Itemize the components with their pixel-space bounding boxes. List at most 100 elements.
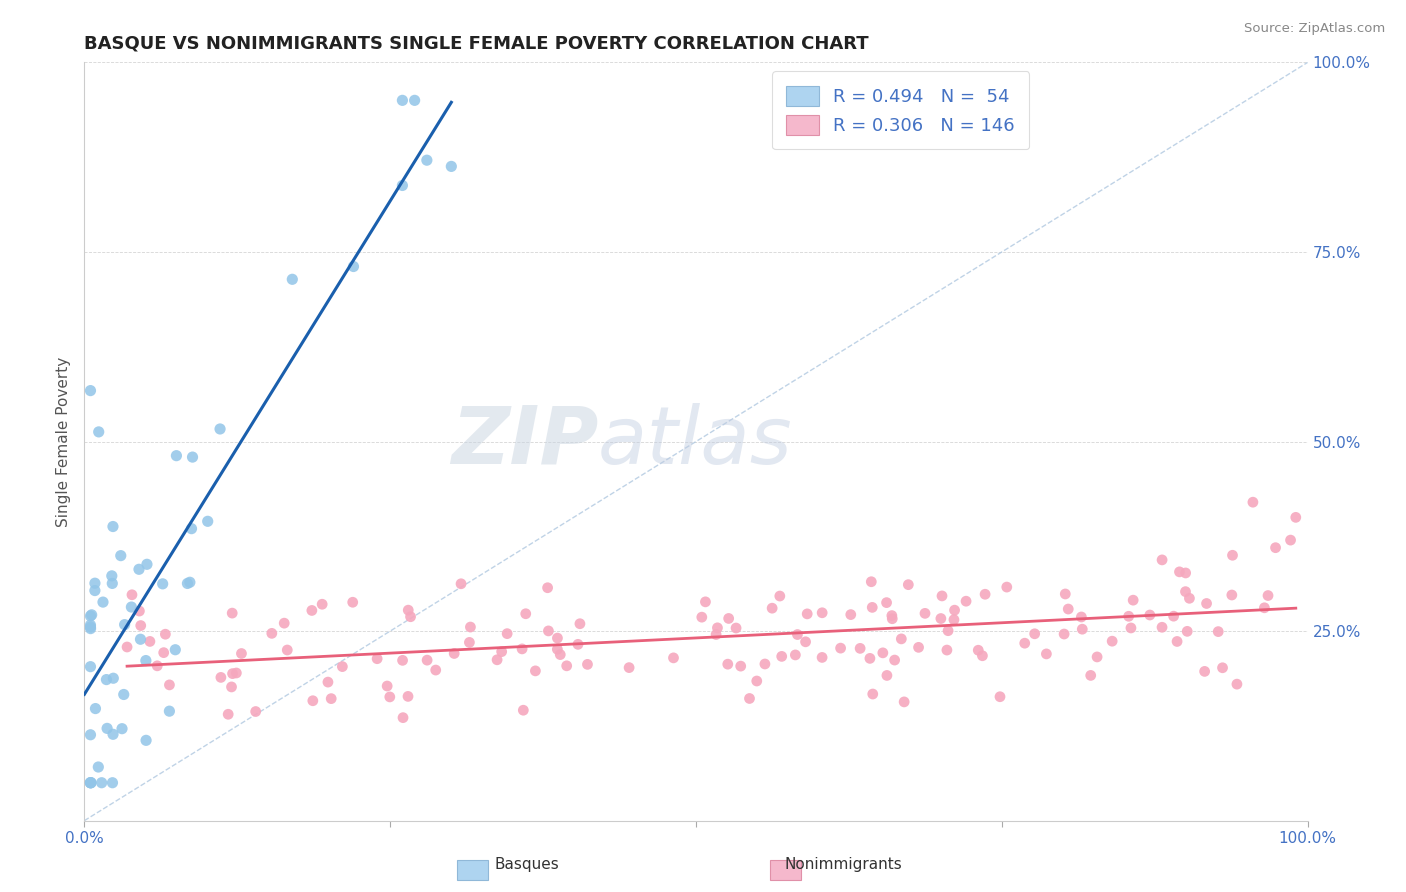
Point xyxy=(180,522,202,536)
Point xyxy=(79,776,101,790)
Point xyxy=(704,627,727,641)
Point xyxy=(936,624,959,638)
Point xyxy=(537,624,560,638)
Point xyxy=(1206,624,1229,639)
Point xyxy=(491,645,513,659)
Point xyxy=(281,272,304,286)
Point xyxy=(155,627,177,641)
Point xyxy=(1168,565,1191,579)
Point xyxy=(876,668,898,682)
Point xyxy=(1122,593,1144,607)
Point xyxy=(135,733,157,747)
Point xyxy=(745,673,768,688)
Point xyxy=(725,621,748,635)
Point xyxy=(101,569,124,583)
Point xyxy=(1035,647,1057,661)
Point xyxy=(988,690,1011,704)
Point xyxy=(332,659,354,673)
Point xyxy=(1053,627,1076,641)
Point xyxy=(146,658,169,673)
Point xyxy=(84,576,107,591)
Point xyxy=(276,643,298,657)
Point xyxy=(811,606,834,620)
Point xyxy=(458,635,481,649)
Point xyxy=(101,776,124,790)
Point xyxy=(79,659,101,673)
Point xyxy=(101,727,124,741)
Point xyxy=(931,589,953,603)
Point xyxy=(811,650,834,665)
Point xyxy=(209,670,232,684)
Point xyxy=(770,649,793,664)
Point xyxy=(129,632,152,647)
Point xyxy=(152,646,174,660)
Point xyxy=(128,562,150,576)
Text: BASQUE VS NONIMMIGRANTS SINGLE FEMALE POVERTY CORRELATION CHART: BASQUE VS NONIMMIGRANTS SINGLE FEMALE PO… xyxy=(84,35,869,53)
Point xyxy=(524,664,547,678)
Point xyxy=(396,603,419,617)
Point xyxy=(128,604,150,618)
Point xyxy=(159,678,181,692)
Point xyxy=(690,610,713,624)
Point xyxy=(890,632,912,646)
Point xyxy=(129,618,152,632)
Point xyxy=(197,514,219,528)
Point xyxy=(165,642,187,657)
Point xyxy=(897,577,920,591)
Point xyxy=(486,653,509,667)
Point xyxy=(882,612,904,626)
Point xyxy=(101,576,124,591)
Point xyxy=(617,660,640,674)
Point xyxy=(955,594,977,608)
Point xyxy=(179,575,201,590)
Point xyxy=(1175,624,1198,639)
Point xyxy=(929,611,952,625)
Point xyxy=(754,657,776,671)
Point xyxy=(717,657,740,672)
Point xyxy=(396,690,419,704)
Point xyxy=(392,711,415,725)
Point xyxy=(907,640,929,655)
Point xyxy=(217,707,239,722)
Point xyxy=(399,609,422,624)
Point xyxy=(974,587,997,601)
Point xyxy=(450,576,472,591)
Point xyxy=(121,588,143,602)
Point xyxy=(135,654,157,668)
Point xyxy=(512,703,534,717)
Point xyxy=(79,776,101,790)
Point xyxy=(87,760,110,774)
Point xyxy=(245,705,267,719)
Point xyxy=(152,577,174,591)
Point xyxy=(860,600,883,615)
Point xyxy=(942,613,965,627)
Text: Source: ZipAtlas.com: Source: ZipAtlas.com xyxy=(1244,22,1385,36)
Point xyxy=(967,643,990,657)
Point xyxy=(1080,668,1102,682)
Point xyxy=(110,549,132,563)
Point xyxy=(115,640,138,654)
Point xyxy=(79,618,101,632)
Point xyxy=(321,691,343,706)
Point xyxy=(1279,533,1302,548)
Point xyxy=(391,94,413,108)
Text: Nonimmigrants: Nonimmigrants xyxy=(785,857,903,872)
Point xyxy=(1054,587,1077,601)
Point xyxy=(1212,661,1234,675)
Point xyxy=(546,631,568,645)
Point xyxy=(796,607,818,621)
Text: ZIP: ZIP xyxy=(451,402,598,481)
Point xyxy=(1220,588,1243,602)
Point xyxy=(1139,607,1161,622)
Point xyxy=(80,776,103,790)
Point xyxy=(568,616,591,631)
Point xyxy=(378,690,401,704)
Point xyxy=(91,595,114,609)
Point xyxy=(221,666,243,681)
Point xyxy=(496,626,519,640)
Point xyxy=(311,597,333,611)
Point xyxy=(225,665,247,680)
Point xyxy=(794,635,817,649)
Point xyxy=(876,596,898,610)
Point xyxy=(1166,634,1188,648)
